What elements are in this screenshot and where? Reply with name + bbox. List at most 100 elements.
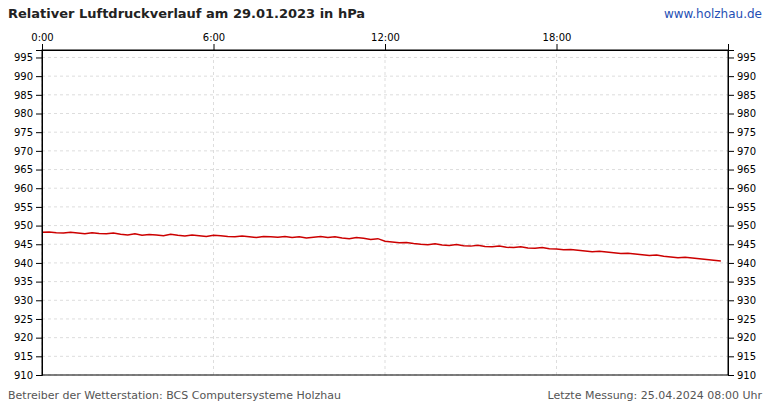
y-axis-left-tick-label: 995 — [14, 52, 33, 63]
y-axis-left-tick-mark — [36, 356, 42, 357]
y-axis-right-tick-label: 985 — [737, 90, 756, 101]
y-axis-left-tick: 910 — [14, 370, 42, 381]
grid-line-y — [42, 262, 728, 263]
y-axis-right-tick-mark — [728, 282, 734, 283]
y-axis-left-tick-label: 940 — [14, 258, 33, 269]
y-axis-left-tick: 990 — [14, 71, 42, 82]
y-axis-left-tick-mark — [36, 95, 42, 96]
y-axis-left-tick: 930 — [14, 295, 42, 306]
y-axis-left-tick-label: 910 — [14, 370, 33, 381]
grid-line-y — [42, 225, 728, 226]
y-axis-right-tick-label: 955 — [737, 202, 756, 213]
y-axis-left-tick: 920 — [14, 332, 42, 343]
grid-line-y — [42, 76, 728, 77]
y-axis-right-tick-mark — [728, 300, 734, 301]
y-axis-left-tick-label: 975 — [14, 127, 33, 138]
y-axis-left-tick-mark — [36, 151, 42, 152]
grid-line-y — [42, 57, 728, 58]
y-axis-right-tick-mark — [728, 57, 734, 58]
x-axis-tick-label: 0:00 — [31, 32, 53, 43]
x-axis-tick: 0:00 — [31, 32, 53, 50]
y-axis-right-tick-mark — [728, 207, 734, 208]
y-axis-right-tick-mark — [728, 226, 734, 227]
x-axis-tick-label: 6:00 — [203, 32, 225, 43]
y-axis-right-tick: 955 — [728, 202, 756, 213]
x-axis-tick-mark — [385, 44, 386, 50]
x-axis-tick-label: 12:00 — [371, 32, 400, 43]
y-axis-right-tick: 920 — [728, 332, 756, 343]
y-axis-right-tick-mark — [728, 319, 734, 320]
x-axis-tick-label: 18:00 — [543, 32, 572, 43]
y-axis-right-tick-mark — [728, 263, 734, 264]
y-axis-right-tick-label: 930 — [737, 295, 756, 306]
grid — [42, 50, 728, 375]
y-axis-right-tick-label: 970 — [737, 146, 756, 157]
y-axis-left-tick: 940 — [14, 258, 42, 269]
y-axis-left-tick: 955 — [14, 202, 42, 213]
y-axis-left-tick: 925 — [14, 314, 42, 325]
y-axis-right-tick-label: 960 — [737, 183, 756, 194]
y-axis-left-tick: 935 — [14, 276, 42, 287]
y-axis-left: 9109159209259309359409459509559609659709… — [14, 51, 43, 381]
annotation: Betreiber der Wetterstation: BCS Compute… — [8, 389, 341, 402]
x-axis: 0:00 6:00 12:00 18:00 — [31, 32, 728, 51]
y-axis-right-tick-mark — [728, 338, 734, 339]
y-axis-right-tick: 935 — [728, 276, 756, 287]
y-axis-right-tick-mark — [728, 356, 734, 357]
plot-frame — [42, 50, 728, 375]
y-axis-right-tick-mark — [728, 188, 734, 189]
y-axis-right-tick-mark — [728, 151, 734, 152]
y-axis-right-tick: 950 — [728, 220, 756, 231]
y-axis-right-tick: 975 — [728, 127, 756, 138]
y-axis-right-tick: 965 — [728, 164, 756, 175]
y-axis-right-tick-label: 940 — [737, 258, 756, 269]
y-axis-left-tick: 980 — [14, 108, 42, 119]
x-axis-tick: 12:00 — [371, 32, 400, 50]
annotation: www.holzhau.de — [664, 7, 762, 21]
y-axis-left-tick: 945 — [14, 239, 42, 250]
grid-line-x — [556, 50, 557, 375]
grid-line-x — [385, 50, 386, 375]
x-axis-tick-mark — [214, 44, 215, 50]
y-axis-right-tick: 930 — [728, 295, 756, 306]
y-axis-left-tick-label: 950 — [14, 220, 33, 231]
y-axis-left-tick-mark — [36, 226, 42, 227]
grid-line-x — [213, 50, 214, 375]
grid-line-y — [42, 281, 728, 282]
y-axis-right-tick-label: 965 — [737, 164, 756, 175]
x-axis-tick: 18:00 — [543, 32, 572, 50]
y-axis-right-tick-mark — [728, 132, 734, 133]
y-axis-right-tick-label: 910 — [737, 370, 756, 381]
y-axis-left-tick-label: 955 — [14, 202, 33, 213]
y-axis-right-tick: 915 — [728, 351, 756, 362]
y-axis-left-tick-mark — [36, 132, 42, 133]
grid-line-y — [42, 244, 728, 245]
y-axis-left-tick-mark — [36, 338, 42, 339]
y-axis-right-tick: 995 — [728, 52, 756, 63]
y-axis-right-tick-label: 990 — [737, 71, 756, 82]
y-axis-right-tick-label: 995 — [737, 52, 756, 63]
y-axis-right: 9109159209259309359409459509559609659709… — [728, 51, 756, 381]
grid-line-y — [42, 94, 728, 95]
y-axis-left-tick-label: 945 — [14, 239, 33, 250]
y-axis-left-tick-label: 935 — [14, 276, 33, 287]
y-axis-left-tick-label: 965 — [14, 164, 33, 175]
y-axis-right-tick-label: 925 — [737, 314, 756, 325]
y-axis-left-tick-mark — [36, 282, 42, 283]
y-axis-left-tick: 995 — [14, 52, 42, 63]
y-axis-right-tick-mark — [728, 95, 734, 96]
y-axis-right-tick: 960 — [728, 183, 756, 194]
y-axis-right-tick-mark — [728, 244, 734, 245]
y-axis-left-tick-mark — [36, 300, 42, 301]
y-axis-right-tick-label: 935 — [737, 276, 756, 287]
y-axis-left-tick-mark — [36, 319, 42, 320]
y-axis-left-tick-mark — [36, 170, 42, 171]
y-axis-right-tick: 940 — [728, 258, 756, 269]
y-axis-right-tick: 985 — [728, 90, 756, 101]
y-axis-left-tick-mark — [36, 207, 42, 208]
y-axis-right-tick-label: 950 — [737, 220, 756, 231]
y-axis-left-tick: 985 — [14, 90, 42, 101]
y-axis-left-tick: 970 — [14, 146, 42, 157]
y-axis-right-tick-label: 980 — [737, 108, 756, 119]
y-axis-right-tick-mark — [728, 76, 734, 77]
